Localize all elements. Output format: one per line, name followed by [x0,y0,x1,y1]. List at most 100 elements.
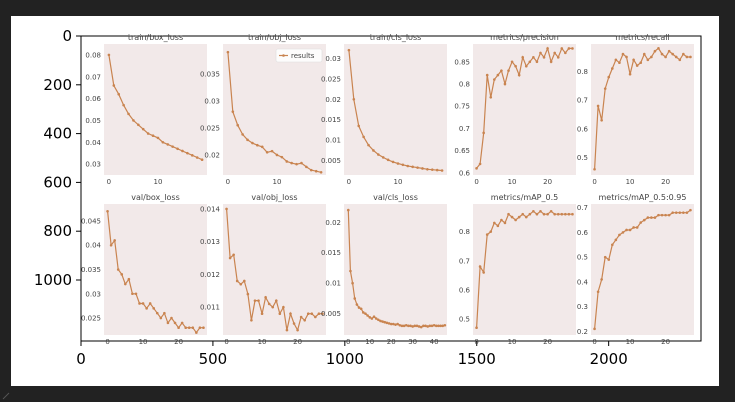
data-point [232,253,235,257]
panel-background [591,204,694,335]
data-point [560,212,564,216]
panel-y-tick-label: 0.014 [200,205,221,213]
data-point [400,324,404,328]
data-point [166,321,170,325]
data-point [603,87,607,90]
data-point [236,123,240,127]
data-point [171,145,174,148]
data-point [642,52,646,56]
data-point [671,52,674,56]
data-point [514,218,517,222]
data-point [228,256,232,260]
data-point [257,299,260,302]
data-point [642,218,646,222]
panel-y-tick-label: 0.7 [459,257,470,265]
panel-y-tick-label: 0.04 [85,242,101,250]
data-point [184,326,187,330]
panel-x-tick-label: 0 [474,178,478,186]
data-point [396,162,400,165]
panel-y-tick-label: 0.03 [85,290,101,298]
data-point [426,325,429,328]
panel-y-tick-label: 0.7 [577,204,588,212]
data-point [349,269,352,273]
panel-x-tick-label: 0 [346,338,350,346]
panel-title: val/box_loss [131,193,179,202]
data-point [170,316,173,320]
data-point [141,302,145,305]
data-point [409,324,412,328]
data-point [489,95,493,99]
panel-x-tick-label: 0 [224,338,228,346]
data-point [478,265,482,268]
data-point [667,49,671,53]
data-point [250,318,253,322]
series-line [594,47,691,170]
data-point [625,228,628,232]
data-point [517,73,521,77]
data-point [256,143,259,147]
data-point [603,255,607,259]
data-point [660,52,664,56]
data-point [190,154,194,157]
panel-y-tick-label: 0.02 [325,219,341,227]
data-point [546,212,549,216]
data-point [386,158,390,162]
data-point [271,305,275,309]
panel-metrics-map-0-5: metrics/mAP_0.5 0 10 20 0.5 0.6 0.7 0.8 [459,193,576,346]
data-point [567,47,571,50]
data-point [500,69,503,72]
data-point [478,162,482,166]
data-point [503,221,507,225]
panel-y-tick-label: 0.02 [325,96,341,104]
panel-title: val/cls_loss [373,193,418,202]
data-point [387,322,391,325]
panel-title: train/box_loss [128,33,183,42]
panel-y-tick-label: 0.013 [200,238,220,246]
image-y-tick-label: 200 [43,76,72,94]
data-point [241,133,244,136]
data-point [532,56,535,59]
data-point [285,160,289,163]
data-point [528,60,532,64]
data-point [246,292,250,296]
data-point [475,326,478,330]
data-point [618,233,621,237]
data-point [385,321,389,325]
data-point [176,147,179,151]
data-point [355,303,359,306]
data-point [251,141,254,145]
data-point [195,331,198,334]
data-point [556,56,560,59]
data-point [539,209,542,213]
results-figure: 0 500 1000 1500 200002004006008001000train/b… [34,27,702,368]
data-point [657,213,660,217]
data-point [539,51,542,55]
data-point [122,103,125,107]
panel-y-tick-label: 0.8 [459,228,470,236]
data-point [674,211,678,214]
data-point [521,212,525,216]
panel-y-tick-label: 0.02 [204,151,220,159]
data-point [646,58,650,62]
data-point [113,239,116,242]
data-point [156,136,160,140]
data-point [155,311,159,315]
panel-y-tick-label: 0.035 [81,266,101,274]
data-point [689,208,692,212]
data-point [295,162,298,166]
panel-y-tick-label: 0.045 [81,217,101,225]
data-point [404,323,408,327]
data-point [639,61,643,65]
data-point [163,311,166,315]
panel-y-tick-label: 0.6 [577,229,589,237]
data-point [389,322,393,326]
panel-x-tick-label: 30 [408,338,417,346]
data-point [173,321,177,325]
panel-title: metrics/mAP_0.5:0.95 [599,193,687,202]
panel-val-cls-loss: val/cls_loss 0 10 20 30 40 0.005 0.01 0.015 0.02 [321,193,447,346]
data-point [148,302,152,305]
resize-corner-icon [2,392,10,400]
panel-x-tick-label: 10 [365,338,374,346]
panel-x-tick-label: 0 [105,338,109,346]
panel-x-tick-label: 10 [139,338,148,346]
